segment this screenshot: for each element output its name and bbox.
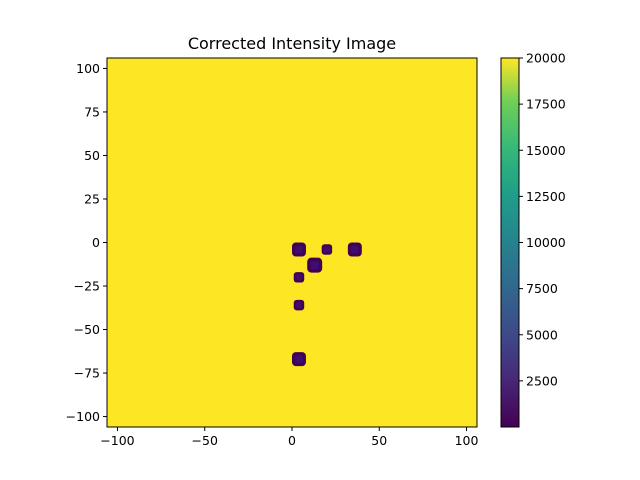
heatmap-spot-core <box>295 245 303 254</box>
heatmap-spot-core <box>350 245 359 254</box>
y-tick-label: −50 <box>74 322 100 337</box>
colorbar-tick-label: 12500 <box>526 189 566 204</box>
heatmap-spot-core <box>296 302 302 309</box>
heatmap-plot-area: −100 −50 0 50 100 100 75 50 25 0 −25 −50 −75 −100 <box>66 57 479 448</box>
y-tick-label: −25 <box>74 279 100 294</box>
colorbar-tick-label: 20000 <box>526 51 566 66</box>
y-tick-label: 100 <box>76 61 100 76</box>
colorbar-tick-label: 2500 <box>526 373 558 388</box>
y-tick-label: 75 <box>84 104 100 119</box>
heatmap-spot-core <box>324 246 330 253</box>
colorbar-tick-label: 5000 <box>526 327 558 342</box>
chart-title: Corrected Intensity Image <box>188 34 396 53</box>
y-tick-label: 50 <box>84 148 100 163</box>
heatmap-spot-core <box>310 260 319 270</box>
x-tick-label: −100 <box>100 433 134 448</box>
colorbar: 2500 5000 7500 10000 12500 15000 17500 20000 <box>500 51 566 428</box>
x-tick-label: −50 <box>192 433 218 448</box>
y-tick-label: −75 <box>74 366 100 381</box>
colorbar-tick-label: 10000 <box>526 235 566 250</box>
colorbar-tick-label: 17500 <box>526 97 566 112</box>
colorbar-gradient <box>501 58 519 427</box>
x-tick-label: 0 <box>288 433 296 448</box>
x-tick-label: 100 <box>455 433 479 448</box>
colorbar-tick-label: 15000 <box>526 143 566 158</box>
heatmap-spot-core <box>295 355 303 363</box>
heatmap-background <box>107 58 477 427</box>
y-tick-label: 25 <box>84 191 100 206</box>
colorbar-tick-label: 7500 <box>526 281 558 296</box>
x-tick-label: 50 <box>371 433 387 448</box>
y-tick-label: 0 <box>92 235 100 250</box>
heatmap-spot-core <box>296 274 302 281</box>
y-tick-label: −100 <box>66 409 100 424</box>
